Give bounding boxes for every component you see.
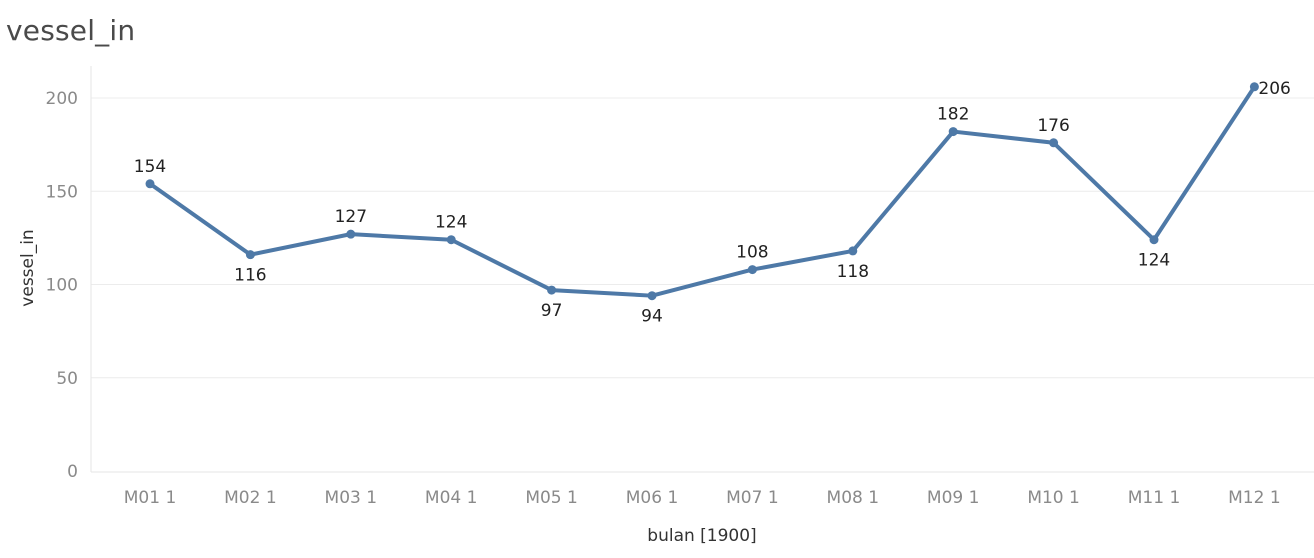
- x-tick-label: M02 1: [224, 488, 277, 508]
- x-tick-label: M12 1: [1228, 488, 1281, 508]
- data-label: 116: [234, 266, 266, 286]
- x-tick-label: M09 1: [927, 488, 980, 508]
- data-point: [1149, 235, 1159, 245]
- x-tick-label: M05 1: [525, 488, 578, 508]
- y-tick-label: 200: [46, 89, 78, 109]
- series-line: [148, 84, 1257, 298]
- data-label: 127: [335, 207, 367, 227]
- series-line-path: [148, 84, 1257, 298]
- data-point: [145, 179, 155, 189]
- x-tick-label: M04 1: [425, 488, 478, 508]
- data-point: [446, 235, 456, 245]
- gridlines: [91, 97, 1314, 379]
- data-point: [848, 246, 858, 256]
- y-tick-label: 0: [67, 462, 78, 482]
- data-point: [647, 291, 657, 301]
- data-points: [145, 82, 1259, 301]
- data-point: [747, 265, 757, 275]
- data-point: [1049, 138, 1059, 148]
- x-tick-label: M10 1: [1027, 488, 1080, 508]
- y-tick-label: 100: [46, 276, 78, 296]
- data-label: 94: [641, 307, 663, 327]
- chart-title: vessel_in: [6, 14, 136, 47]
- data-label: 124: [435, 213, 467, 233]
- data-point: [1249, 82, 1259, 92]
- data-point: [245, 250, 255, 260]
- data-point: [346, 229, 356, 239]
- data-label: 182: [937, 105, 969, 125]
- data-label: 108: [736, 243, 768, 263]
- data-labels: 154 116 127 124 97 94 108 118 182 176 124 206: [134, 79, 1291, 327]
- data-point: [948, 127, 958, 137]
- x-tick-label: M08 1: [827, 488, 880, 508]
- y-tick-label: 150: [46, 182, 78, 202]
- data-label: 124: [1138, 251, 1170, 271]
- data-label: 118: [837, 262, 869, 282]
- x-tick-label: M06 1: [626, 488, 679, 508]
- y-tick-label: 50: [56, 369, 78, 389]
- x-tick-label: M07 1: [726, 488, 779, 508]
- x-axis-label: bulan [1900]: [647, 526, 756, 546]
- x-tick-label: M11 1: [1128, 488, 1181, 508]
- data-label: 206: [1258, 79, 1290, 99]
- data-label: 97: [541, 301, 563, 321]
- y-axis-label: vessel_in: [18, 229, 38, 306]
- axes: [90, 66, 1314, 473]
- data-label: 154: [134, 157, 166, 177]
- x-tick-label: M03 1: [325, 488, 378, 508]
- data-point: [547, 285, 557, 295]
- data-label: 176: [1037, 116, 1069, 136]
- x-tick-labels: M01 1 M02 1 M03 1 M04 1 M05 1 M06 1 M07 1 M08 1…: [124, 488, 1281, 508]
- y-tick-labels: 0 50 100 150 200: [46, 89, 78, 482]
- x-tick-label: M01 1: [124, 488, 177, 508]
